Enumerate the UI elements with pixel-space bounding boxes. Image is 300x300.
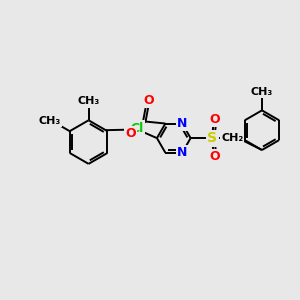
Text: Cl: Cl [130,122,144,135]
Text: CH₂: CH₂ [221,133,243,143]
Text: CH₃: CH₃ [251,86,273,97]
Text: O: O [125,127,136,140]
Text: O: O [209,113,220,126]
Text: O: O [209,150,220,164]
Text: S: S [207,131,218,145]
Text: N: N [177,117,188,130]
Text: O: O [143,94,154,107]
Text: CH₃: CH₃ [39,116,61,126]
Text: N: N [177,146,188,159]
Text: CH₃: CH₃ [77,97,100,106]
